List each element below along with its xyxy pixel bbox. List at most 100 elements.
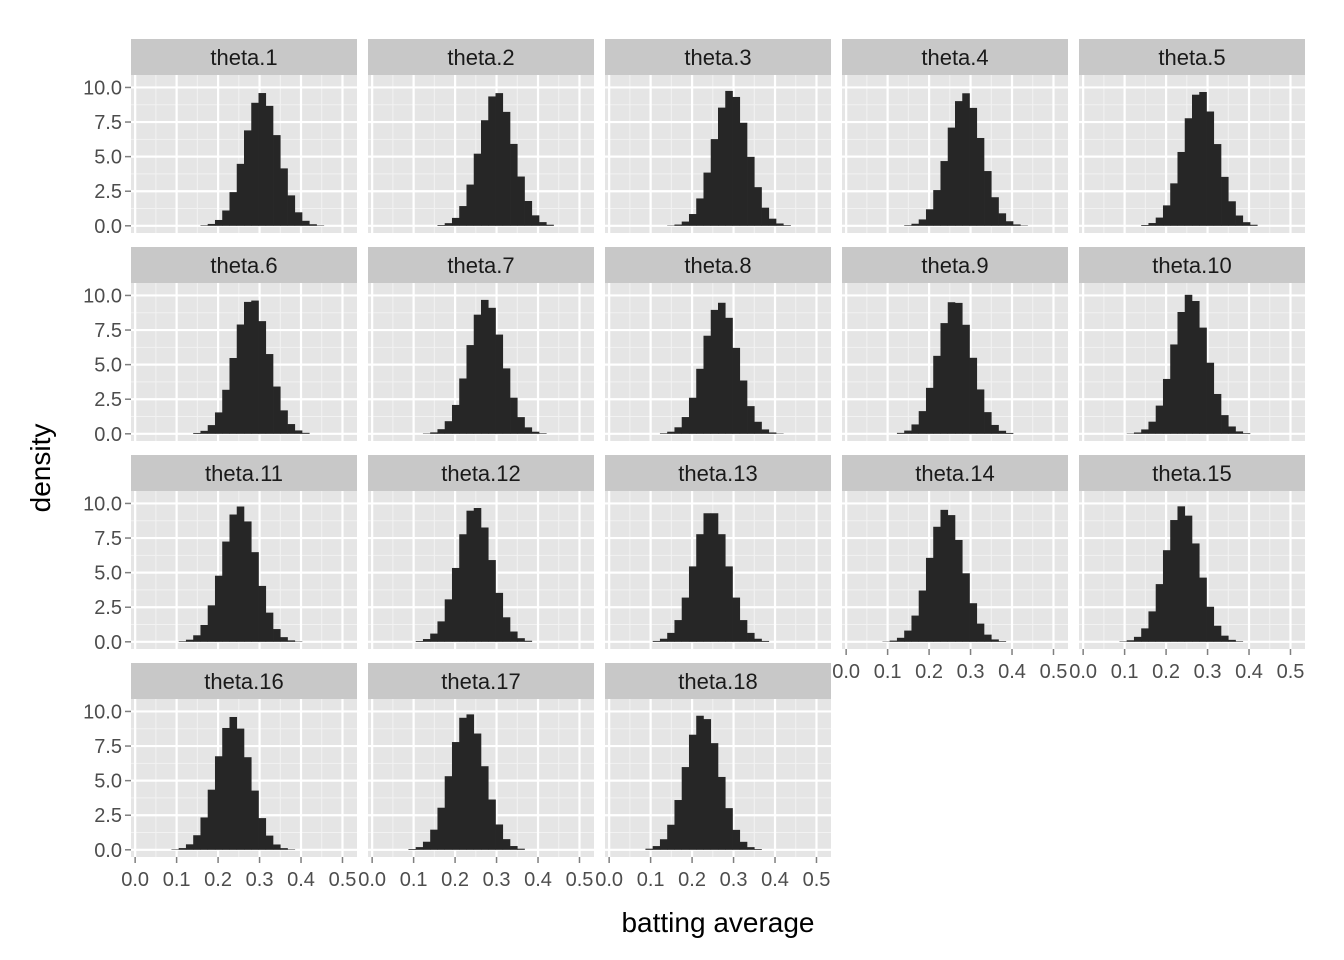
facet-label: theta.4 — [921, 45, 988, 70]
histogram-bar — [524, 427, 533, 434]
facet-strip — [1079, 455, 1305, 491]
facet-panel: theta.7 — [368, 247, 594, 441]
x-tick-label: 0.2 — [1152, 661, 1180, 683]
histogram-bar — [273, 386, 281, 434]
histogram-bar — [1199, 92, 1207, 226]
y-tick-label: 10.0 — [83, 77, 122, 99]
facet-label: theta.12 — [441, 461, 521, 486]
histogram-bar — [703, 513, 712, 642]
histogram-bar — [251, 552, 259, 642]
histogram-bar — [998, 213, 1007, 226]
histogram-bar — [495, 824, 504, 850]
histogram-bar — [539, 433, 547, 434]
x-tick-label: 0.0 — [832, 661, 860, 683]
histogram-bar — [488, 560, 496, 642]
histogram-bar — [422, 639, 431, 642]
facet-strip — [368, 39, 594, 75]
histogram-bar — [302, 432, 310, 434]
y-tick-label: 5.0 — [94, 147, 122, 169]
histogram-bar — [1141, 225, 1149, 226]
histogram-bar — [962, 93, 970, 226]
x-tick-label: 0.3 — [957, 661, 985, 683]
x-tick-label: 0.3 — [483, 869, 511, 891]
facet-panel: theta.5 — [1079, 39, 1305, 233]
histogram-bar — [940, 509, 949, 642]
histogram-bar — [696, 368, 704, 434]
histogram-bar — [280, 168, 288, 226]
histogram-bar — [473, 508, 482, 642]
histogram-bar — [466, 345, 475, 434]
histogram-bar — [451, 567, 460, 642]
histogram-bar — [761, 429, 770, 434]
histogram-bar — [408, 849, 416, 850]
histogram-bar — [718, 776, 726, 850]
facet-label: theta.14 — [915, 461, 995, 486]
facet-label: theta.9 — [921, 253, 988, 278]
histogram-bar — [925, 209, 934, 226]
histogram-bar — [940, 161, 949, 226]
histogram-bar — [725, 566, 733, 642]
histogram-bar — [681, 767, 690, 850]
histogram-bar — [459, 717, 467, 850]
x-tick-label: 0.4 — [1235, 661, 1263, 683]
facet-panel: theta.16 — [131, 663, 357, 857]
histogram-bar — [1206, 111, 1215, 226]
histogram-bar — [710, 513, 719, 642]
histogram-bar — [1221, 635, 1229, 642]
histogram-bar — [911, 424, 920, 434]
x-tick-label: 0.4 — [761, 869, 789, 891]
facet-label: theta.10 — [1152, 253, 1232, 278]
histogram-bar — [265, 105, 274, 226]
histogram-bar — [991, 639, 999, 642]
histogram-bar — [732, 597, 741, 642]
histogram-bar — [214, 412, 223, 434]
histogram-bar — [265, 354, 274, 434]
histogram-bar — [437, 621, 446, 642]
facet-label: theta.15 — [1152, 461, 1232, 486]
histogram-bar — [718, 107, 726, 226]
histogram-bar — [1148, 611, 1157, 642]
histogram-bar — [280, 637, 288, 642]
histogram-bar — [933, 526, 941, 642]
histogram-bar — [1192, 543, 1200, 642]
histogram-bar — [991, 197, 999, 226]
histogram-bar — [193, 432, 201, 434]
histogram-bar — [481, 120, 489, 226]
histogram-bar — [422, 841, 431, 850]
histogram-bar — [1192, 94, 1200, 226]
histogram-bar — [444, 223, 453, 226]
histogram-bar — [969, 107, 978, 226]
histogram-bar — [488, 96, 496, 226]
facet-strip — [368, 663, 594, 699]
histogram-bar — [437, 225, 446, 226]
facet-panel: theta.12 — [368, 455, 594, 649]
histogram-bar — [214, 575, 223, 642]
x-tick-label: 0.3 — [1194, 661, 1222, 683]
histogram-bar — [696, 534, 704, 642]
histogram-bar — [222, 727, 230, 850]
y-tick-label: 10.0 — [83, 285, 122, 307]
x-tick-label: 0.4 — [998, 661, 1026, 683]
x-tick-label: 0.2 — [915, 661, 943, 683]
y-tick-label: 7.5 — [94, 112, 122, 134]
x-tick-label: 0.1 — [1111, 661, 1139, 683]
histogram-bar — [459, 378, 467, 434]
histogram-bar — [517, 848, 525, 850]
x-tick-label: 0.3 — [246, 869, 274, 891]
histogram-bar — [488, 307, 496, 434]
histogram-bar — [1162, 205, 1171, 226]
histogram-bar — [933, 355, 941, 434]
histogram-bar — [696, 715, 704, 850]
facet-panel: theta.18 — [605, 663, 831, 857]
facet-label: theta.8 — [684, 253, 751, 278]
x-tick-label: 0.0 — [1069, 661, 1097, 683]
facet-strip — [131, 455, 357, 491]
histogram-bar — [688, 566, 697, 642]
histogram-bar — [294, 430, 303, 434]
histogram-bar — [244, 757, 252, 850]
y-tick-label: 5.0 — [94, 563, 122, 585]
histogram-bar — [1206, 606, 1215, 642]
histogram-bar — [287, 640, 296, 642]
facet-strip — [605, 455, 831, 491]
histogram-bar — [444, 421, 453, 434]
